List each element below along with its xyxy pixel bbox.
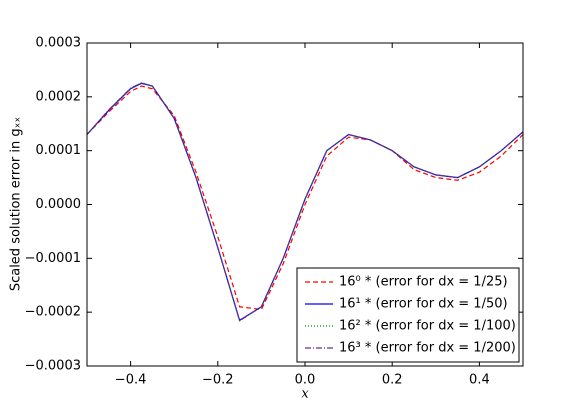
x-tick-label: 0.2 (382, 373, 403, 388)
y-tick-label: 0.0000 (36, 197, 82, 212)
x-tick-label: 0.0 (295, 373, 316, 388)
x-tick-label: −0.2 (202, 373, 234, 388)
legend-box (296, 267, 520, 363)
legend-label: 16¹ * (error for dx = 1/50) (339, 297, 508, 312)
series-line (87, 82, 523, 322)
legend-label: 16³ * (error for dx = 1/200) (339, 341, 516, 356)
x-tick-label: −0.4 (115, 373, 147, 388)
y-tick-label: 0.0001 (36, 143, 82, 158)
series-line (87, 85, 523, 311)
y-tick-label: 0.0002 (36, 89, 82, 104)
legend-label: 16⁰ * (error for dx = 1/25) (339, 275, 508, 290)
y-tick-label: 0.0003 (36, 36, 82, 51)
legend-label: 16² * (error for dx = 1/100) (339, 319, 516, 334)
x-axis-label: x (301, 387, 309, 402)
plot-frame (86, 42, 524, 367)
x-tick-label: 0.4 (469, 373, 490, 388)
y-tick-label: −0.0002 (25, 305, 81, 320)
y-tick-label: −0.0001 (25, 251, 81, 266)
y-tick-label: −0.0003 (25, 359, 81, 374)
y-axis-label: Scaled solution error in gₓₓ (9, 117, 24, 292)
